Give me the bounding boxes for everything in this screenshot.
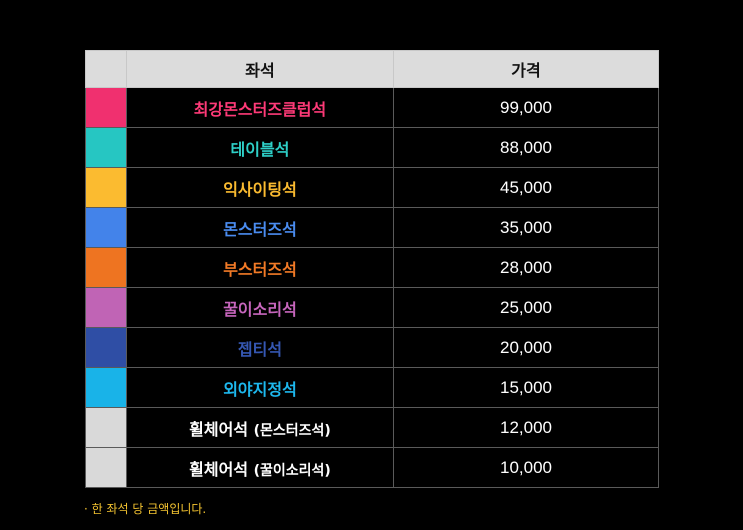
header-price: 가격 (393, 50, 659, 88)
header-seat: 좌석 (126, 50, 394, 88)
seat-name-sub: (몬스터즈석) (253, 422, 331, 439)
seat-price: 10,000 (393, 447, 659, 488)
seat-name: 휠체어석 (189, 419, 249, 439)
seat-name-sub: (꿀이소리석) (253, 462, 331, 479)
seat-name-cell: 몬스터즈석 (126, 207, 394, 248)
seat-color-swatch (85, 287, 127, 328)
seat-price: 28,000 (393, 247, 659, 288)
seat-name: 외야지정석 (223, 379, 297, 399)
seat-price: 88,000 (393, 127, 659, 168)
header-swatch-cell (85, 50, 127, 88)
table-body: 최강몬스터즈클럽석 99,000 테이블석 88,000 익사이팅석 45,000 몬스터즈… (85, 87, 659, 488)
table-row: 최강몬스터즈클럽석 99,000 (85, 87, 659, 128)
seat-name: 휠체어석 (189, 459, 249, 479)
table-row: 외야지정석 15,000 (85, 367, 659, 408)
table-row: 부스터즈석 28,000 (85, 247, 659, 288)
seat-price: 15,000 (393, 367, 659, 408)
seat-price-table: 좌석 가격 최강몬스터즈클럽석 99,000 테이블석 88,000 익사이팅석 45,0… (85, 50, 659, 488)
table-row: 젭티석 20,000 (85, 327, 659, 368)
seat-color-swatch (85, 127, 127, 168)
seat-price: 99,000 (393, 87, 659, 128)
table-row: 꿀이소리석 25,000 (85, 287, 659, 328)
seat-price: 25,000 (393, 287, 659, 328)
seat-name: 최강몬스터즈클럽석 (193, 99, 327, 119)
table-row: 휠체어석 (몬스터즈석) 12,000 (85, 407, 659, 448)
footnote: · 한 좌석 당 금액입니다. (84, 502, 207, 516)
seat-name-cell: 젭티석 (126, 327, 394, 368)
seat-name: 부스터즈석 (223, 259, 297, 279)
seat-name: 익사이팅석 (223, 179, 297, 199)
seat-color-swatch (85, 207, 127, 248)
seat-name: 테이블석 (230, 139, 290, 159)
seat-name-cell: 휠체어석 (몬스터즈석) (126, 407, 394, 448)
table-header-row: 좌석 가격 (85, 50, 659, 88)
seat-name-cell: 익사이팅석 (126, 167, 394, 208)
seat-price: 45,000 (393, 167, 659, 208)
seat-color-swatch (85, 247, 127, 288)
seat-name-cell: 꿀이소리석 (126, 287, 394, 328)
seat-color-swatch (85, 447, 127, 488)
seat-color-swatch (85, 327, 127, 368)
table-row: 휠체어석 (꿀이소리석) 10,000 (85, 447, 659, 488)
seat-name-cell: 테이블석 (126, 127, 394, 168)
seat-price: 20,000 (393, 327, 659, 368)
seat-color-swatch (85, 407, 127, 448)
seat-name-cell: 부스터즈석 (126, 247, 394, 288)
seat-name: 젭티석 (237, 339, 283, 359)
seat-price: 12,000 (393, 407, 659, 448)
seat-price: 35,000 (393, 207, 659, 248)
seat-name-cell: 휠체어석 (꿀이소리석) (126, 447, 394, 488)
seat-name: 몬스터즈석 (223, 219, 297, 239)
seat-color-swatch (85, 167, 127, 208)
seat-name-cell: 최강몬스터즈클럽석 (126, 87, 394, 128)
table-row: 몬스터즈석 35,000 (85, 207, 659, 248)
seat-color-swatch (85, 87, 127, 128)
table-row: 테이블석 88,000 (85, 127, 659, 168)
seat-color-swatch (85, 367, 127, 408)
seat-name: 꿀이소리석 (223, 299, 297, 319)
table-row: 익사이팅석 45,000 (85, 167, 659, 208)
seat-name-cell: 외야지정석 (126, 367, 394, 408)
